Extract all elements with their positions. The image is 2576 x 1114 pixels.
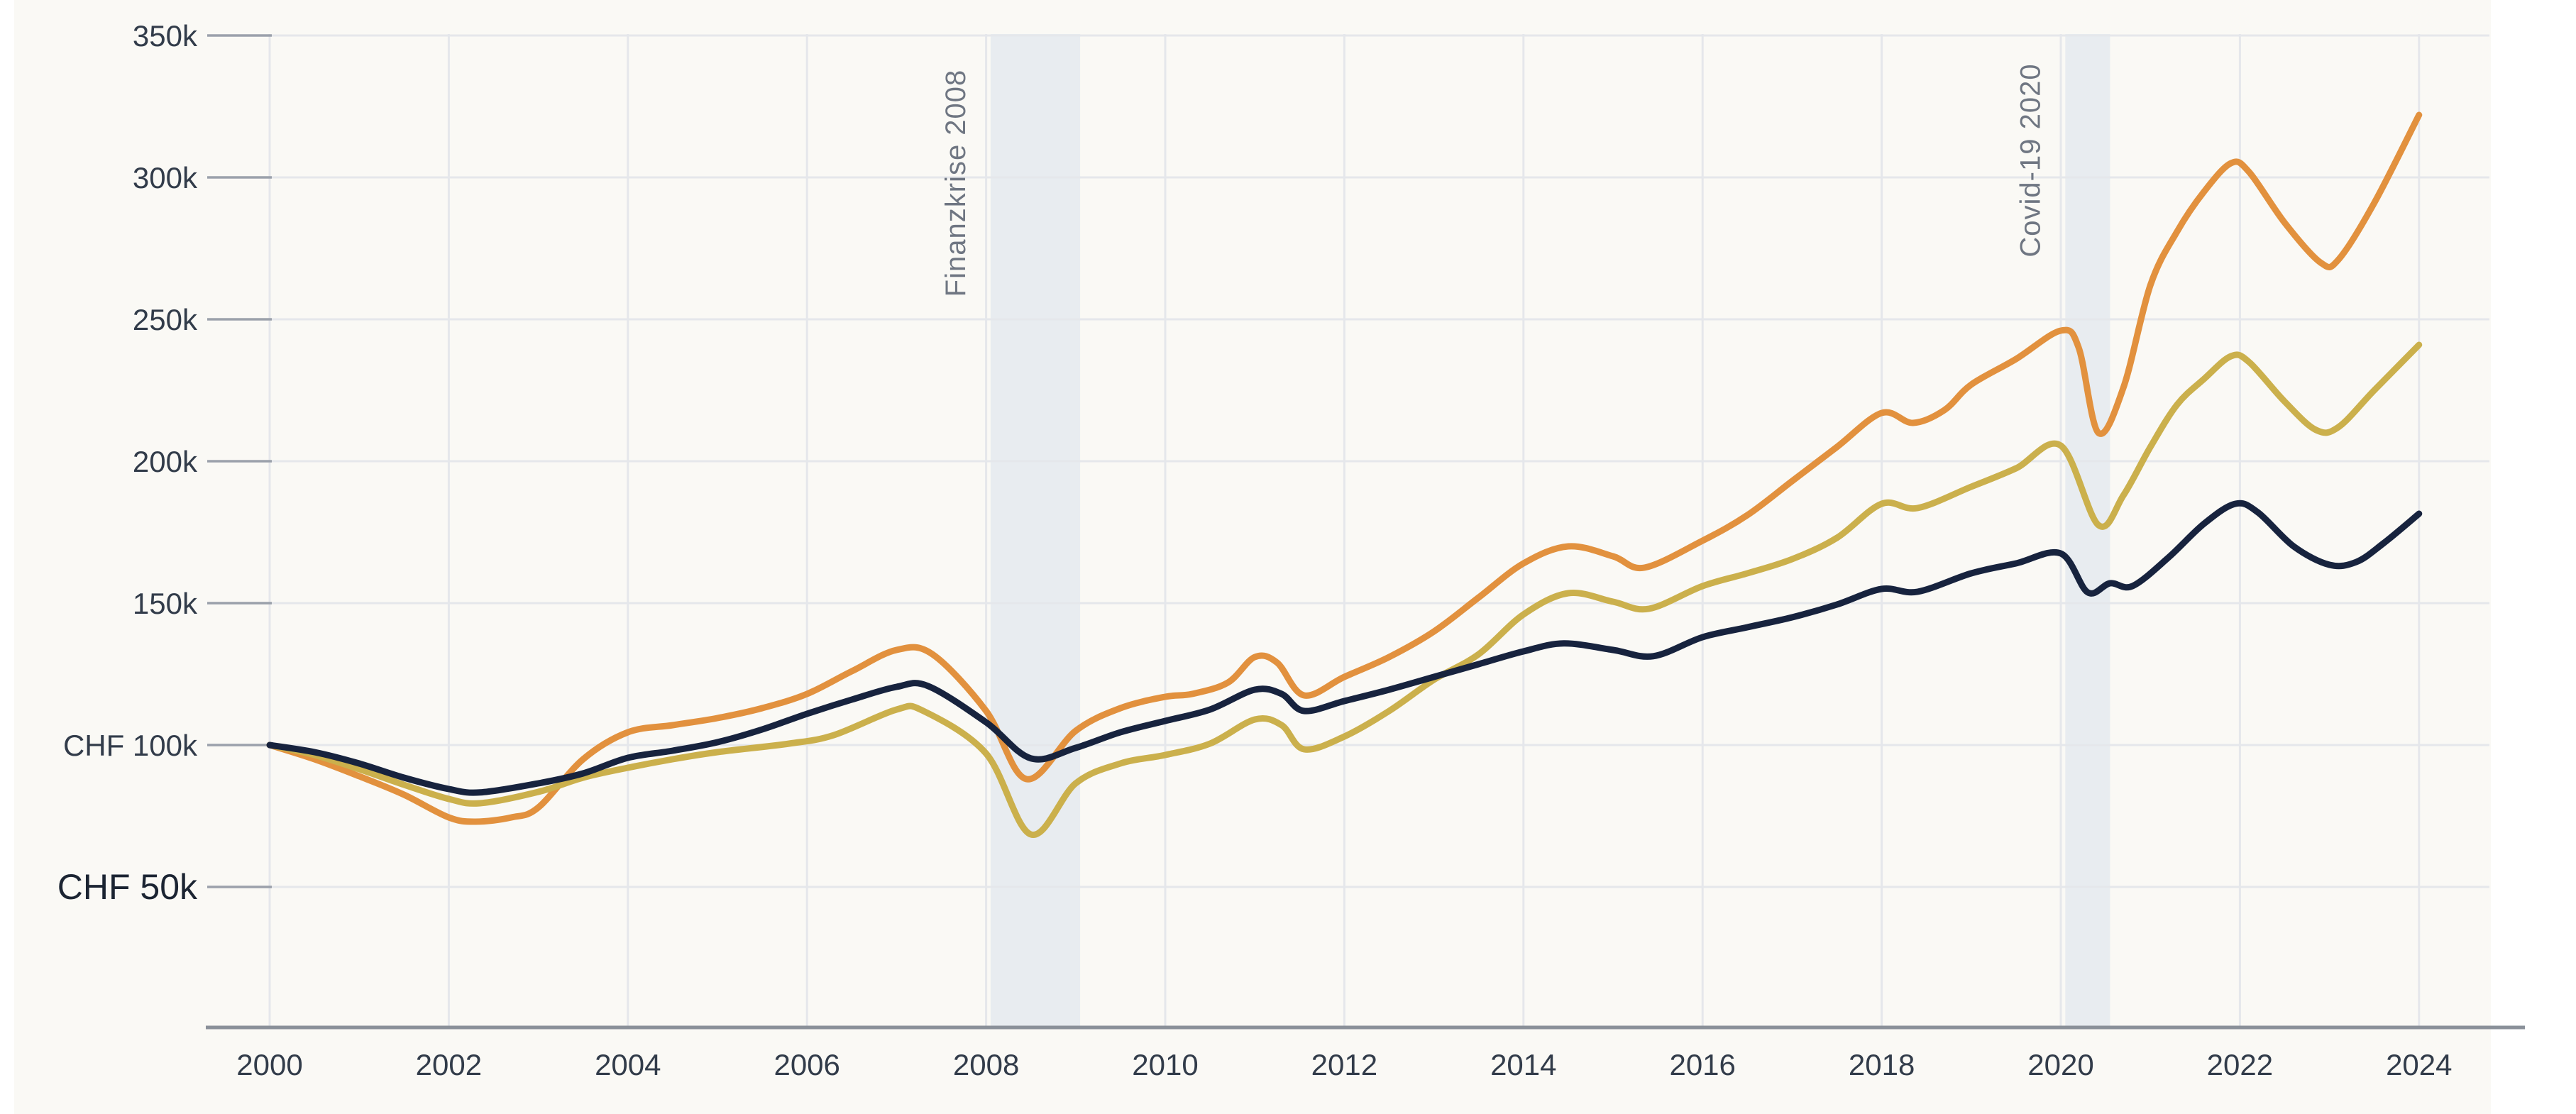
x-axis-label-2016: 2016	[1669, 1048, 1735, 1081]
x-axis-label-2000: 2000	[236, 1048, 302, 1081]
y-axis-label-CHF-50k: CHF 50k	[57, 867, 198, 907]
y-axis-label-200k: 200k	[133, 445, 198, 478]
y-axis-label-350k: 350k	[133, 19, 198, 53]
x-axis-label-2010: 2010	[1132, 1048, 1198, 1081]
y-axis-label-CHF-100k: CHF 100k	[63, 729, 198, 762]
x-axis-label-2024: 2024	[2386, 1048, 2452, 1081]
x-axis-label-2014: 2014	[1490, 1048, 1556, 1081]
y-axis-label-300k: 300k	[133, 161, 198, 194]
annotation-covid: Covid-19 2020	[2015, 63, 2046, 257]
x-axis-label-2020: 2020	[2027, 1048, 2093, 1081]
x-axis-label-2018: 2018	[1849, 1048, 1915, 1081]
crisis-band-finanzkrise	[990, 34, 1081, 1027]
y-axis-label-150k: 150k	[133, 587, 198, 620]
y-axis-label-250k: 250k	[133, 303, 198, 336]
x-axis-label-2006: 2006	[774, 1048, 840, 1081]
x-axis-label-2004: 2004	[595, 1048, 661, 1081]
x-axis-label-2022: 2022	[2207, 1048, 2273, 1081]
x-axis-label-2002: 2002	[416, 1048, 482, 1081]
annotation-finanzkrise: Finanzkrise 2008	[940, 70, 971, 297]
x-axis-label-2008: 2008	[953, 1048, 1019, 1081]
series-line-ochre	[266, 341, 2423, 838]
series-line-navy	[266, 500, 2423, 796]
crisis-band-covid	[2065, 34, 2110, 1027]
x-axis-label-2012: 2012	[1311, 1048, 1377, 1081]
series-line-orange	[266, 111, 2423, 825]
